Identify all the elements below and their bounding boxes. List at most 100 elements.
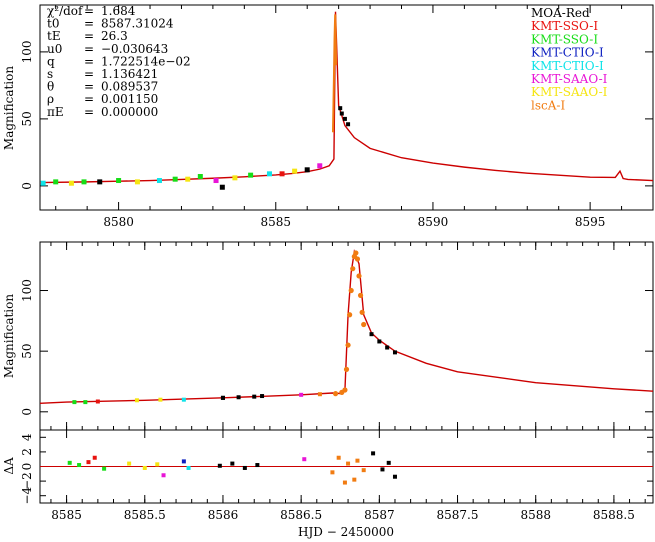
middle-lsca-point [345,342,351,348]
legend-entry: KMT-SAAO-I [531,72,608,86]
param-equals: = [84,17,94,31]
top-data-point [68,180,74,186]
middle-moa-point [260,394,265,399]
residual-x-tick-label: 8587 [364,508,395,522]
residual-point [386,460,391,465]
residual-panel: 8585 8585.5 8586 8586.5 8587 8587.5 8588 8588.5… [2,429,654,539]
param-value: 1.722514e−02 [101,54,191,68]
middle-lsca-point [357,292,364,298]
residual-point [186,465,191,470]
residual-y-tick-label: 2 [20,448,34,456]
residual-point [380,467,385,472]
param-equals: = [84,67,94,81]
param-equals: = [84,4,94,18]
top-data-point [317,163,323,169]
middle-moa-point [252,394,257,399]
top-data-point [219,184,225,190]
residual-point [255,463,260,468]
legend-entry: KMT-CTIO-I [531,46,604,60]
middle-data-point [220,395,225,400]
middle-lsca-point [356,273,362,279]
param-name: ρ [47,92,54,106]
param-name: χ²/dof [47,4,84,18]
param-equals: = [84,29,94,43]
residual-x-tick-label: 8587.5 [437,508,479,522]
residual-point [102,466,107,471]
middle-data-point [95,399,100,404]
top-x-tick-label: 8585 [260,215,291,229]
middle-lsca-point [353,250,359,256]
top-y-axis-label: Magnification [2,66,16,150]
top-data-point [81,179,87,185]
residual-point [217,463,222,468]
x-axis-label: HJD − 2450000 [298,525,394,539]
top-moa-point [342,116,347,121]
middle-moa-point [236,395,241,400]
param-name: u0 [47,42,62,56]
residual-y-ticks: −4−20 2 4 [20,433,653,505]
legend-entry: KMT-CTIO-I [531,59,604,73]
middle-lsca-point [348,287,354,294]
residual-point [67,460,72,465]
residual-point [330,470,335,475]
middle-lsca-point [343,366,350,372]
top-x-ticks: 8580 8585 8590 8595 [55,5,654,229]
top-data-point [232,175,238,181]
residual-point [86,460,91,465]
param-name: s [47,67,53,81]
middle-data-point [317,392,322,397]
residual-point [77,463,82,468]
middle-y-tick-label: 50 [20,344,34,359]
top-data-point [53,179,59,185]
param-value: 0.001150 [101,92,158,106]
residual-point [302,457,307,462]
legend: MOA-RedKMT-SSO-IKMT-SSO-IKMT-CTIO-IKMT-C… [531,6,608,112]
residual-x-tick-label: 8585.5 [124,508,166,522]
middle-lsca-point [359,309,365,315]
param-equals: = [84,80,94,94]
middle-data-point [134,398,139,403]
top-x-tick-label: 8580 [103,215,134,229]
legend-entry: lscA-I [531,98,565,112]
residual-point [355,458,360,463]
middle-moa-point [377,339,382,344]
middle-lsca-point [347,312,353,318]
top-moa-point [346,122,351,127]
top-data-point [197,174,203,180]
legend-entry: KMT-SSO-I [531,32,598,46]
middle-model-curve [39,248,654,405]
top-data-point [292,168,298,174]
residual-point [155,462,160,467]
top-data-point [134,179,140,185]
middle-y-tick-label: 0 [20,408,34,416]
middle-lsca-point [354,256,361,262]
residual-point [342,480,347,485]
middle-moa-point [369,332,374,337]
residual-y-axis-label: ΔA [2,457,16,475]
residual-x-tick-label: 8588 [520,508,551,522]
residual-point [242,465,247,470]
param-value: 8587.31024 [101,17,174,31]
residual-point [161,473,166,478]
top-y-tick-label: 50 [20,111,34,126]
top-y-ticks: 0 50 100 [20,40,653,190]
top-model-curve [39,11,654,184]
param-name: θ [47,80,54,94]
residual-point [336,455,341,460]
param-value: 26.3 [101,29,128,43]
top-data-point [185,176,191,182]
middle-panel: 0 50 100 Magnification [2,241,654,431]
middle-series [39,248,654,405]
residual-x-tick-label: 8588.5 [593,508,635,522]
residual-point [92,455,97,460]
residual-y-tick-label: −4 [20,486,34,504]
residual-point [127,461,132,466]
top-data-point [248,172,254,178]
top-data-point [213,178,219,184]
middle-moa-point [385,345,390,350]
legend-entry: KMT-SAAO-I [531,85,608,99]
residual-point [392,474,397,479]
top-y-tick-label: 100 [20,40,34,63]
middle-lsca-point [332,391,339,397]
